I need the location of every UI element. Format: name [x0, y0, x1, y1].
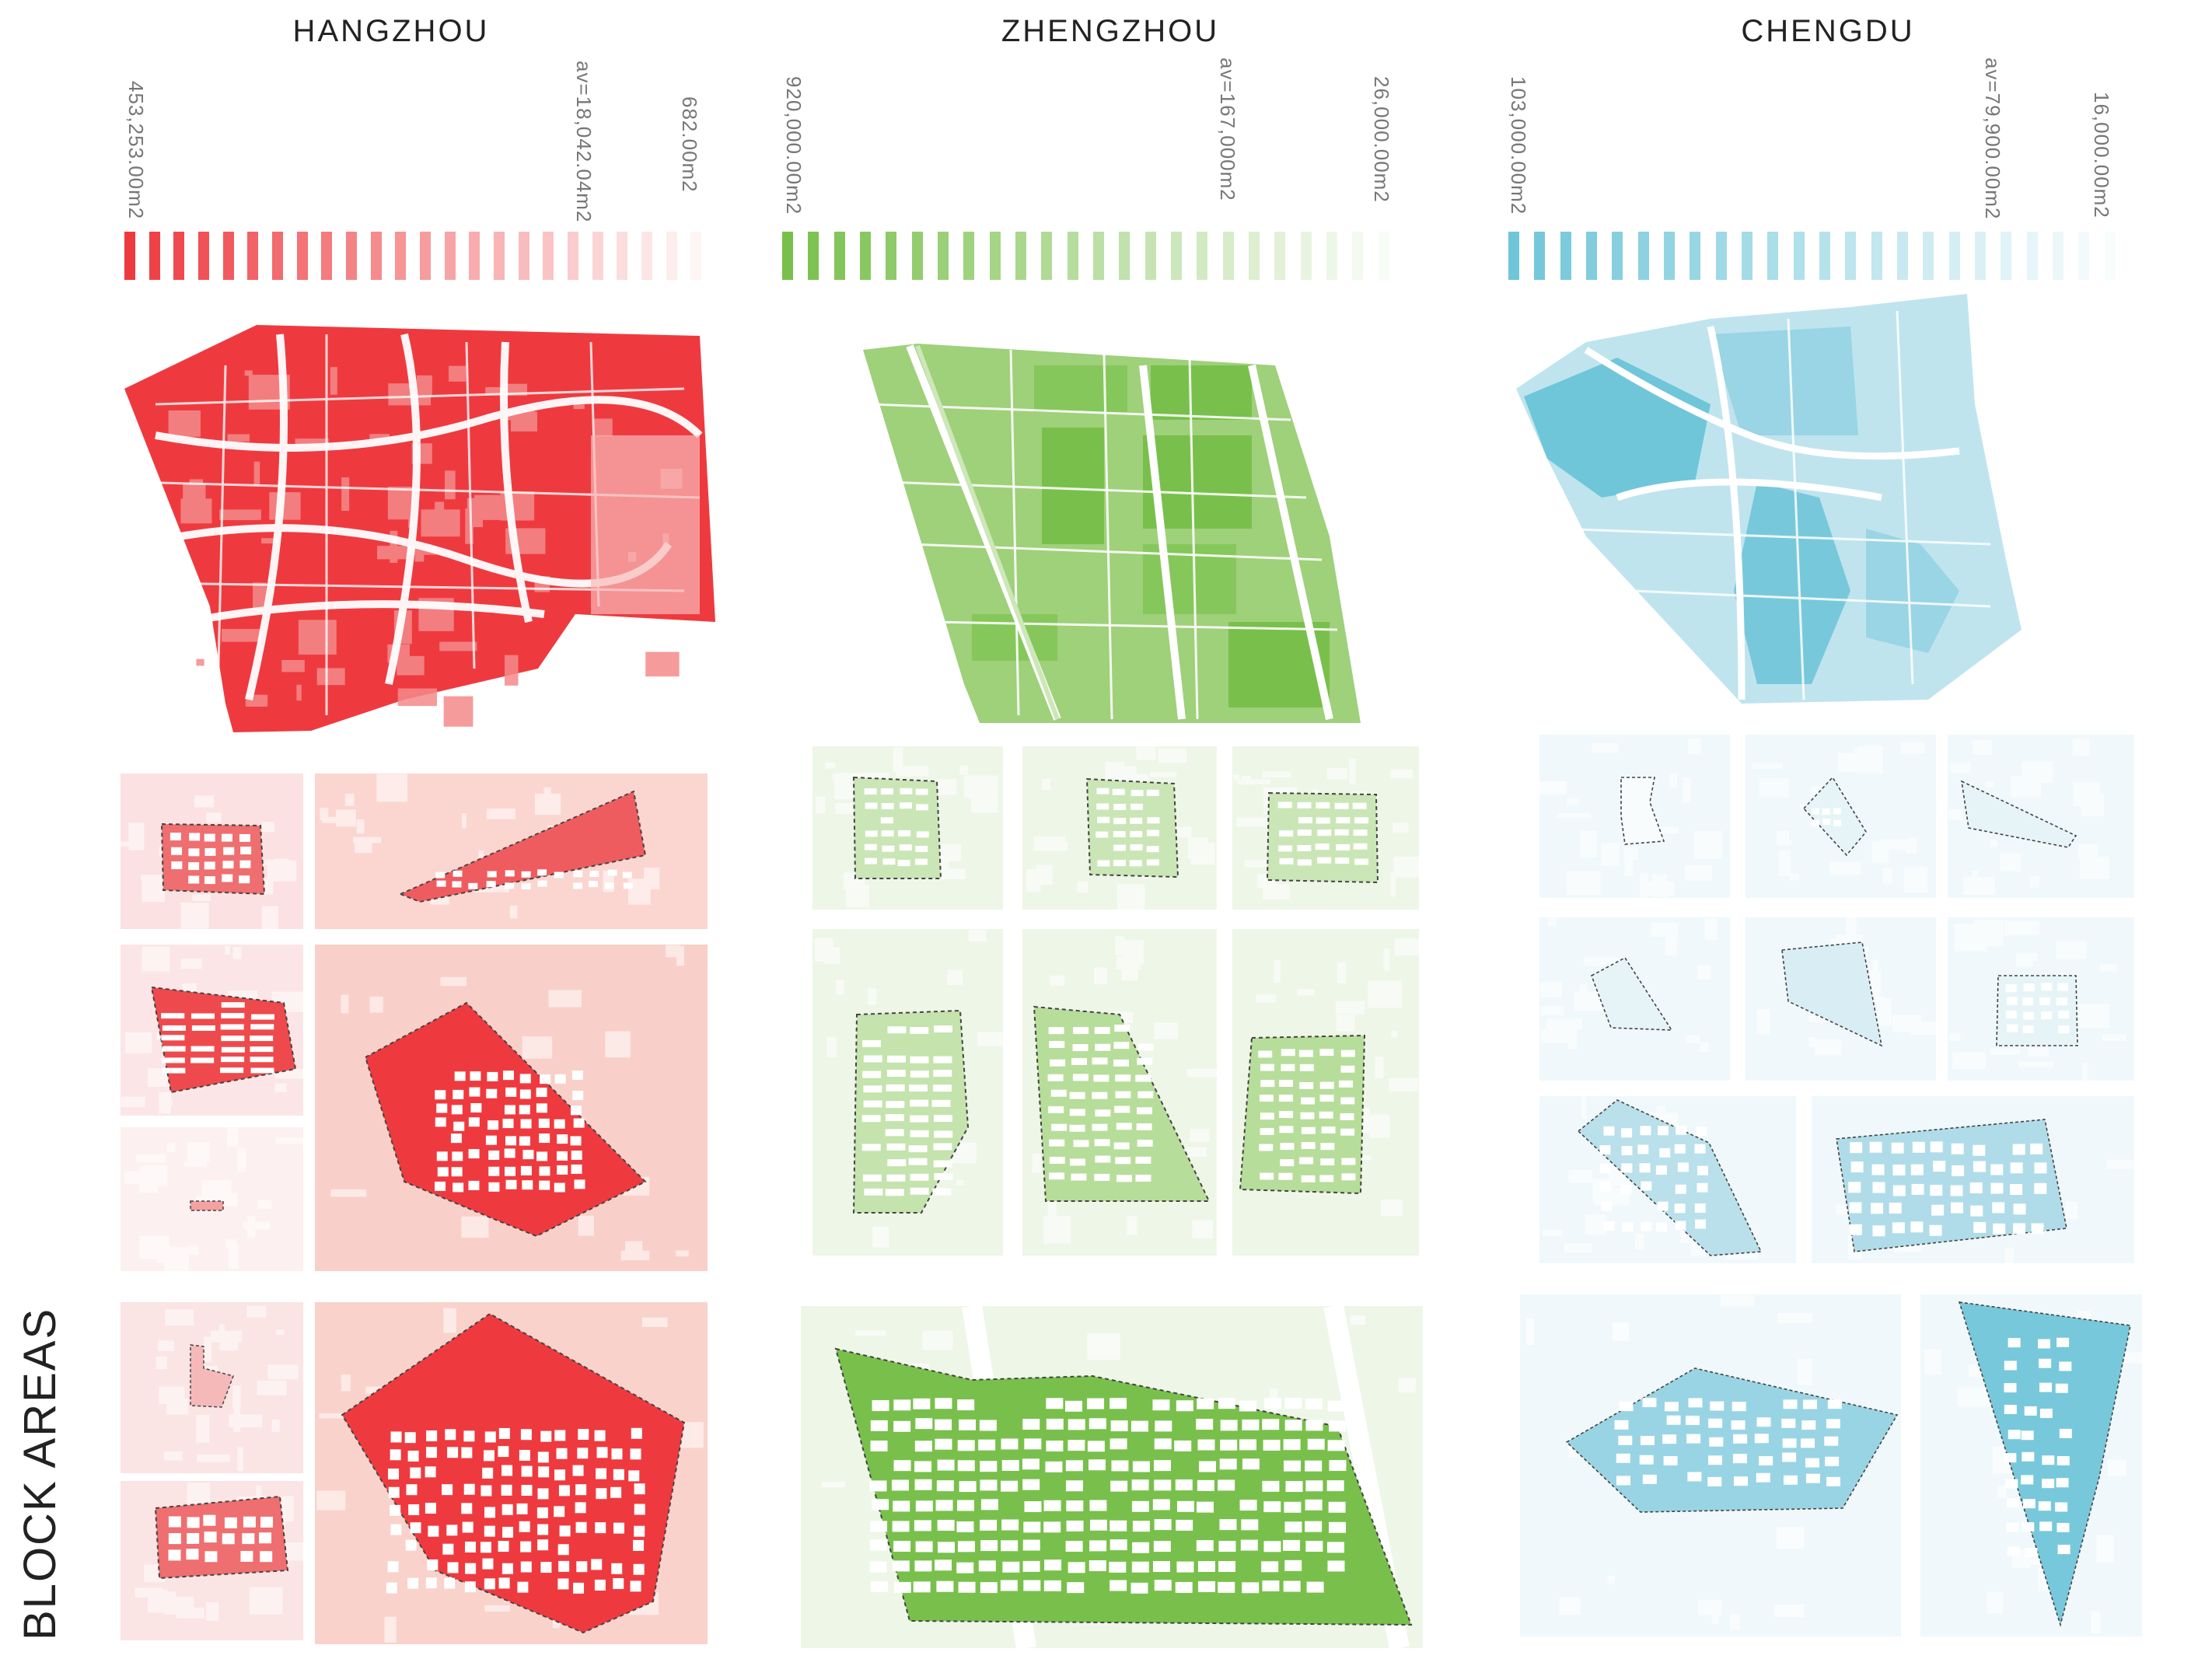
- legend-segment: [518, 232, 529, 280]
- legend-segment: [1586, 232, 1597, 280]
- legend-segment: [1067, 232, 1078, 280]
- legend-segment: [1534, 232, 1546, 280]
- city-title-zhengzhou: ZHENGZHOU: [1001, 14, 1220, 48]
- hangzhou-overview-map: [124, 325, 715, 732]
- legend-segment: [1767, 232, 1779, 280]
- legend-segment: [1144, 232, 1156, 280]
- zhengzhou-overview-map: [863, 344, 1361, 723]
- legend-segment: [1637, 232, 1649, 280]
- legend-segment: [2078, 232, 2090, 280]
- legend-segment: [1352, 232, 1364, 280]
- legend-segment: [222, 232, 234, 280]
- legend-segment: [963, 232, 975, 280]
- legend-segment: [346, 232, 357, 280]
- legend-segment: [1845, 232, 1857, 280]
- legend-segment: [272, 232, 283, 280]
- legend-segment: [568, 232, 578, 280]
- legend-segment: [1742, 232, 1752, 280]
- legend-segment: [1197, 232, 1208, 280]
- legend-segment: [2026, 232, 2038, 280]
- legend-segment: [1819, 232, 1830, 280]
- legend-segment: [543, 232, 554, 280]
- legend-segment: [1508, 232, 1519, 280]
- legend-segment: [296, 232, 308, 280]
- hangzhou-detail-tiles: [121, 774, 708, 1644]
- legend-segment: [666, 232, 677, 280]
- legend-segment: [1715, 232, 1727, 280]
- legend-segment: [782, 232, 793, 280]
- legend-segment: [124, 232, 135, 280]
- legend-segment: [1871, 232, 1882, 280]
- legend-segment: [1171, 232, 1182, 280]
- legend-segment: [886, 232, 897, 280]
- legend-segment: [690, 232, 702, 280]
- legend-segment: [420, 232, 431, 280]
- chengdu-overview-map: [1516, 294, 2022, 704]
- legend-segment: [149, 232, 160, 280]
- legend-segment: [592, 232, 603, 280]
- legend-segment: [1793, 232, 1805, 280]
- legend-segment: [2053, 232, 2063, 280]
- legend-segment: [1249, 232, 1260, 280]
- legend-segment: [860, 232, 871, 280]
- legend-segment: [1923, 232, 1934, 280]
- legend-segment: [833, 232, 845, 280]
- legend-segment: [1948, 232, 1960, 280]
- city-title-hangzhou: HANGZHOU: [292, 14, 490, 48]
- legend-segment: [641, 232, 652, 280]
- legend-segment: [2104, 232, 2116, 280]
- legend-segment: [1612, 232, 1623, 280]
- legend-segment: [1274, 232, 1286, 280]
- legend-segment: [1222, 232, 1234, 280]
- legend-segment: [911, 232, 923, 280]
- legend-segment: [1664, 232, 1675, 280]
- legend-segment: [938, 232, 949, 280]
- legend-segment: [989, 232, 1001, 280]
- legend-segment: [1378, 232, 1389, 280]
- legend-segment: [617, 232, 628, 280]
- legend-segment: [198, 232, 209, 280]
- zhengzhou-legend-bar: [782, 232, 1404, 280]
- block-areas-title: BLOCK AREAS: [15, 1307, 65, 1640]
- city-title-chengdu: CHENGDU: [1741, 14, 1915, 48]
- chengdu-legend-bar: [1508, 232, 2130, 280]
- legend-segment: [494, 232, 505, 280]
- legend-segment: [2001, 232, 2012, 280]
- legend-segment: [1041, 232, 1053, 280]
- zhengzhou-detail-tiles: [801, 746, 1427, 1650]
- hangzhou-legend-bar: [124, 232, 715, 280]
- legend-segment: [444, 232, 456, 280]
- legend-segment: [1975, 232, 1986, 280]
- legend-segment: [469, 232, 480, 280]
- legend-segment: [1560, 232, 1571, 280]
- legend-segment: [1015, 232, 1026, 280]
- legend-segment: [173, 232, 185, 280]
- legend-segment: [1093, 232, 1104, 280]
- legend-segment: [247, 232, 259, 280]
- legend-segment: [395, 232, 407, 280]
- legend-segment: [1326, 232, 1337, 280]
- chengdu-detail-tiles: [1520, 735, 2146, 1636]
- legend-segment: [321, 232, 333, 280]
- legend-segment: [370, 232, 382, 280]
- legend-segment: [1119, 232, 1130, 280]
- legend-segment: [1690, 232, 1701, 280]
- legend-segment: [808, 232, 819, 280]
- legend-segment: [1897, 232, 1908, 280]
- legend-segment: [1300, 232, 1312, 280]
